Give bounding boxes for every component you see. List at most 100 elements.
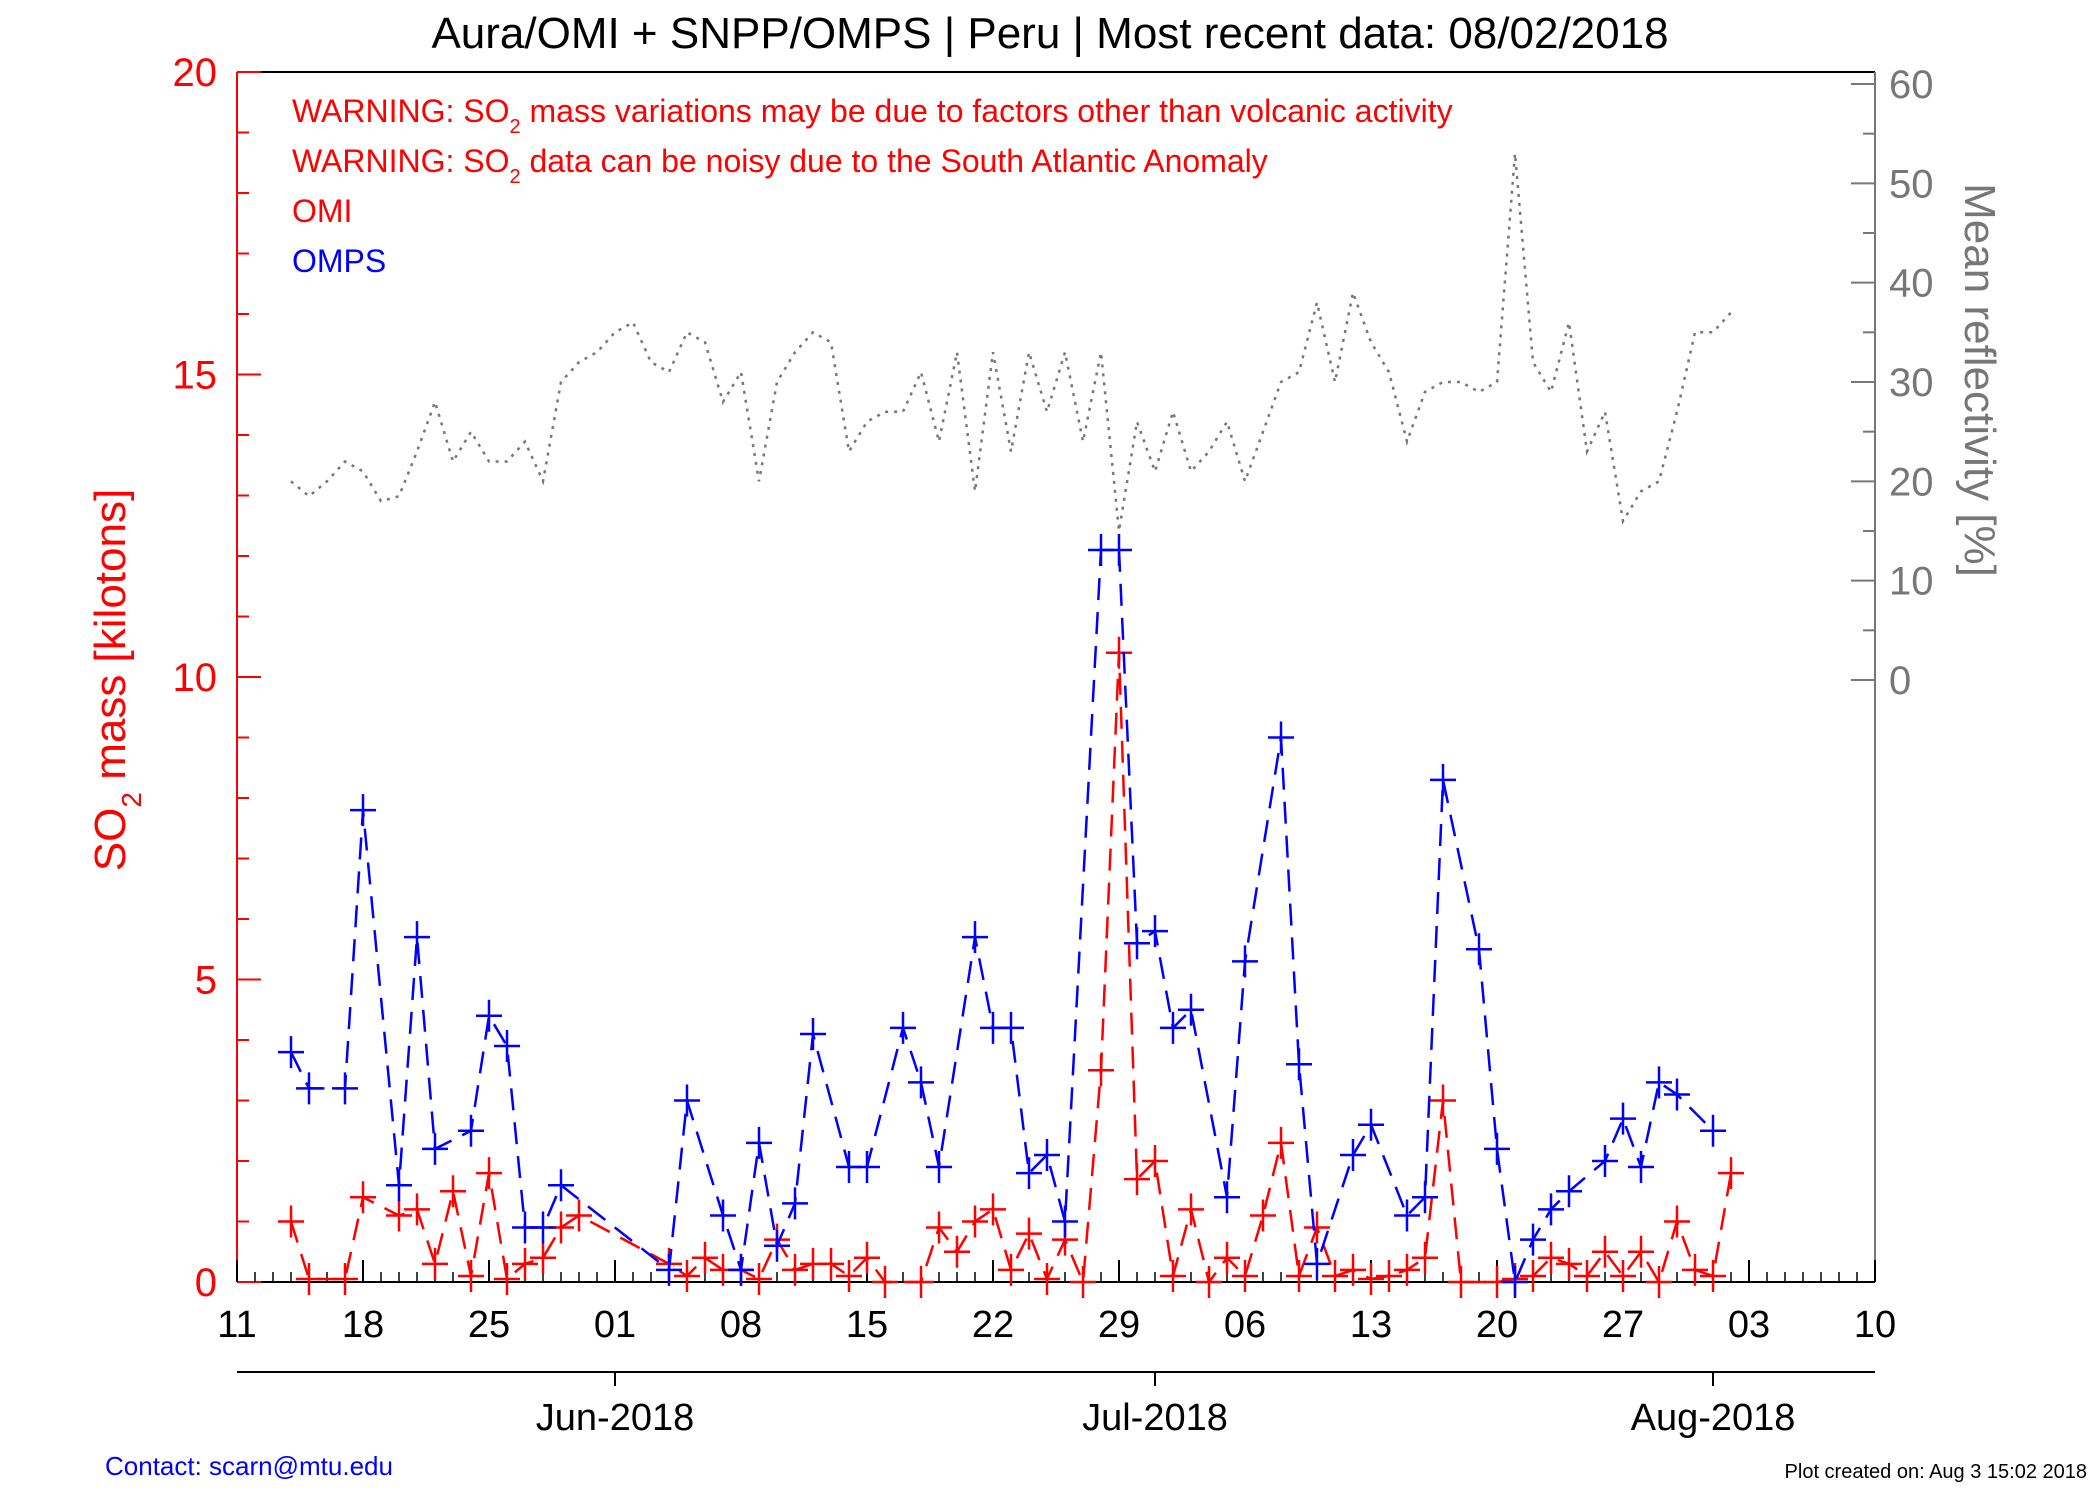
data-point-omi xyxy=(1412,1241,1438,1274)
data-point-omps xyxy=(926,1151,952,1184)
data-point-omps xyxy=(800,1017,826,1050)
left-tick-label: 0 xyxy=(195,1261,217,1305)
month-axis: Jun-2018 Jul-2018 Aug-2018 xyxy=(237,1371,1875,1439)
x-tick-label: 29 xyxy=(1098,1304,1140,1346)
data-point-omps xyxy=(296,1072,322,1105)
data-point-omps xyxy=(908,1066,934,1099)
series-omps xyxy=(278,533,1726,1298)
data-point-omps xyxy=(890,1011,916,1044)
data-point-omi xyxy=(494,1262,520,1295)
data-point-omi xyxy=(1214,1241,1240,1274)
warning-text: WARNING: SO2 mass variations may be due … xyxy=(292,93,1453,138)
data-point-omps xyxy=(1286,1048,1312,1081)
data-point-omi xyxy=(1286,1259,1312,1292)
data-point-omi xyxy=(1340,1253,1366,1286)
ylabel-post: mass [kilotons] xyxy=(86,489,135,792)
data-point-omps xyxy=(1412,1181,1438,1214)
data-point-omps xyxy=(548,1169,574,1202)
data-point-omi xyxy=(1142,1145,1168,1177)
data-point-omps xyxy=(1628,1151,1654,1184)
data-point-omps xyxy=(1106,533,1132,566)
data-point-omps xyxy=(386,1169,412,1202)
warning-pre: WARNING: SO xyxy=(292,93,509,129)
data-point-omi xyxy=(1106,636,1132,669)
data-point-omps xyxy=(710,1199,736,1232)
data-point-omps xyxy=(962,921,988,954)
data-point-omps xyxy=(1268,721,1294,754)
data-point-omps xyxy=(674,1084,700,1117)
data-point-omi xyxy=(908,1266,934,1298)
data-point-omi xyxy=(854,1241,880,1274)
warning-subscript: 2 xyxy=(509,116,520,138)
data-point-omps xyxy=(1466,933,1492,966)
right-tick-label: 0 xyxy=(1889,659,1911,703)
data-point-omi xyxy=(1628,1235,1654,1268)
data-point-omps xyxy=(1556,1175,1582,1208)
warnings: WARNING: SO2 mass variations may be due … xyxy=(292,93,1453,188)
data-point-omi xyxy=(1268,1126,1294,1159)
x-tick-label: 11 xyxy=(217,1304,256,1346)
data-point-omi xyxy=(1124,1163,1150,1196)
data-point-omps xyxy=(278,1036,304,1069)
data-point-omps xyxy=(1430,763,1456,796)
x-tick-label: 03 xyxy=(1728,1304,1770,1346)
x-tick-label: 06 xyxy=(1224,1304,1266,1346)
data-point-omps xyxy=(1052,1205,1078,1238)
data-point-omi xyxy=(1016,1217,1042,1250)
data-point-omi xyxy=(404,1193,430,1226)
x-tick-label: 25 xyxy=(468,1304,510,1346)
data-point-omi xyxy=(296,1262,322,1295)
data-point-omps xyxy=(458,1114,484,1147)
x-tick-label: 01 xyxy=(594,1304,636,1346)
data-point-omi xyxy=(1538,1241,1564,1274)
legend-omi: OMI xyxy=(292,193,352,229)
right-tick-label: 50 xyxy=(1889,162,1934,206)
data-point-omps xyxy=(476,999,502,1032)
left-tick-label: 5 xyxy=(195,959,217,1003)
data-point-omps xyxy=(1178,993,1204,1026)
right-tick-label: 10 xyxy=(1889,560,1934,604)
data-point-omi xyxy=(1376,1259,1402,1292)
left-tick-label: 20 xyxy=(173,51,218,95)
right-tick-label: 20 xyxy=(1889,460,1934,504)
data-point-omps xyxy=(854,1151,880,1184)
data-point-omi xyxy=(350,1181,376,1214)
plot-created-text: Plot created on: Aug 3 15:02 2018 xyxy=(1785,1461,2087,1483)
series-omi xyxy=(278,636,1744,1298)
data-point-omi xyxy=(1556,1247,1582,1280)
left-tick-label: 10 xyxy=(173,656,218,700)
data-point-omi xyxy=(998,1253,1024,1286)
data-point-omi xyxy=(458,1259,484,1292)
data-point-omps xyxy=(1394,1199,1420,1232)
data-point-omi xyxy=(818,1247,844,1280)
data-point-omps xyxy=(1142,915,1168,948)
data-point-omps xyxy=(1124,927,1150,960)
ylabel-subscript: 2 xyxy=(116,792,147,808)
data-point-omi xyxy=(872,1266,898,1298)
data-point-omi xyxy=(674,1259,700,1292)
data-point-omi xyxy=(1304,1211,1330,1244)
data-point-omi xyxy=(782,1253,808,1286)
contact-text: Contact: scarn@mtu.edu xyxy=(105,1451,393,1481)
data-point-omi xyxy=(440,1175,466,1208)
right-y-axis: 0 10 20 30 40 50 60 xyxy=(1851,63,1934,703)
data-point-omi xyxy=(1160,1259,1186,1292)
data-point-omi xyxy=(926,1211,952,1244)
data-point-omps xyxy=(1232,945,1258,978)
data-point-omi xyxy=(1196,1266,1222,1298)
data-point-omi xyxy=(512,1247,538,1280)
warning-post: data can be noisy due to the South Atlan… xyxy=(521,143,1268,179)
data-point-omps xyxy=(998,1011,1024,1044)
data-point-omi xyxy=(962,1205,988,1238)
data-point-omi xyxy=(1070,1266,1096,1298)
data-point-omps xyxy=(1520,1223,1546,1256)
data-point-omps xyxy=(1700,1114,1726,1147)
data-point-omps xyxy=(1502,1266,1528,1298)
data-point-omi xyxy=(692,1241,718,1274)
month-label: Jul-2018 xyxy=(1082,1397,1228,1439)
data-point-omi xyxy=(476,1157,502,1190)
data-point-omps xyxy=(1484,1132,1510,1165)
data-point-omi xyxy=(1394,1253,1420,1286)
warning-pre: WARNING: SO xyxy=(292,143,509,179)
